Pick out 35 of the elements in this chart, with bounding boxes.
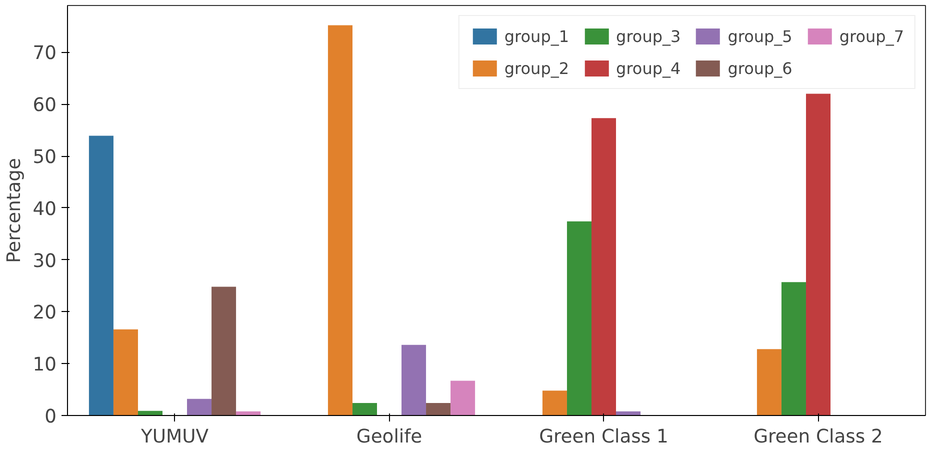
legend-label: group_3 xyxy=(616,26,681,46)
legend-label: group_1 xyxy=(504,26,570,46)
bar xyxy=(352,403,377,416)
y-tick-label: 50 xyxy=(32,147,57,168)
bar xyxy=(591,118,616,416)
x-tick-label: Green Class 1 xyxy=(539,426,668,448)
bar xyxy=(187,398,212,416)
y-tick-label: 20 xyxy=(32,302,57,324)
y-tick-label: 0 xyxy=(44,406,57,428)
legend-label: group_6 xyxy=(728,58,792,78)
bar xyxy=(542,390,567,416)
legend-label: group_4 xyxy=(616,58,681,78)
bar xyxy=(328,25,352,416)
bar xyxy=(88,136,114,416)
bar xyxy=(402,344,426,416)
bar xyxy=(806,94,831,416)
bar xyxy=(566,221,592,416)
x-tick-label: Geolife xyxy=(356,426,422,448)
x-tick-label: Green Class 2 xyxy=(754,426,883,448)
y-tick-label: 10 xyxy=(32,354,57,376)
bar xyxy=(781,282,806,416)
bar xyxy=(450,380,476,416)
legend-label: group_5 xyxy=(728,26,792,46)
bar xyxy=(212,286,236,416)
y-axis-title: Percentage xyxy=(4,158,25,263)
bar xyxy=(426,403,451,416)
y-tick-label: 60 xyxy=(32,95,57,116)
y-tick-label: 30 xyxy=(32,250,57,272)
bar xyxy=(756,349,782,416)
bar xyxy=(113,329,138,416)
legend-label: group_7 xyxy=(839,26,904,46)
x-tick-label: YUMUV xyxy=(140,426,209,448)
y-tick-label: 40 xyxy=(32,198,57,220)
y-tick-label: 70 xyxy=(32,43,57,64)
legend-label: group_2 xyxy=(504,58,570,78)
